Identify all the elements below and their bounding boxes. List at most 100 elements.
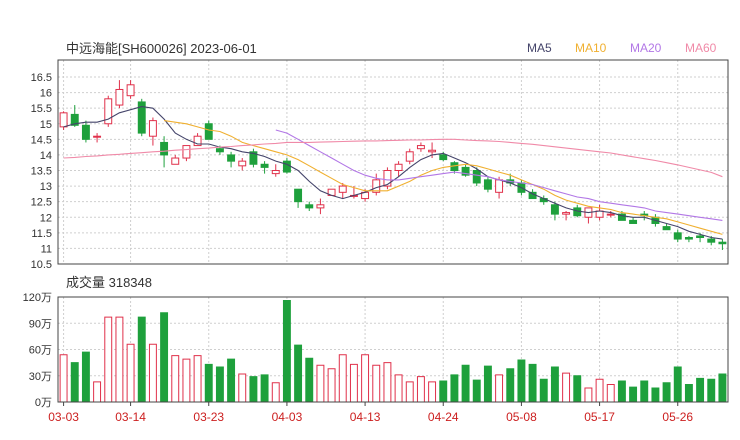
ma-line-ma5 bbox=[63, 106, 723, 240]
volume-bar bbox=[81, 351, 90, 403]
candle-body bbox=[182, 145, 191, 159]
price-tick-label: 16.5 bbox=[31, 72, 52, 84]
volume-bar bbox=[115, 316, 124, 403]
x-tick-label: 03-03 bbox=[48, 410, 79, 424]
volume-bar bbox=[617, 380, 626, 403]
x-tick-label: 05-26 bbox=[662, 410, 693, 424]
legend-ma5: MA5 bbox=[527, 41, 552, 55]
price-tick-label: 11.5 bbox=[31, 228, 52, 240]
candle-body bbox=[696, 235, 705, 239]
volume-bar bbox=[327, 368, 336, 403]
candle-body bbox=[104, 98, 113, 125]
volume-bar bbox=[573, 375, 582, 403]
legend: MA5 MA10 MA20 MA60 bbox=[527, 41, 717, 55]
volume-bar bbox=[707, 378, 716, 403]
volume-bar bbox=[104, 316, 113, 403]
volume-bar bbox=[171, 355, 180, 403]
moving-average-lines bbox=[63, 106, 723, 240]
volume-bar bbox=[93, 381, 102, 403]
candle-body bbox=[662, 226, 671, 231]
volume-bars bbox=[59, 300, 727, 403]
volume-bar bbox=[673, 366, 682, 403]
volume-grid bbox=[58, 296, 728, 403]
volume-bar bbox=[539, 378, 548, 403]
x-tick-label: 04-13 bbox=[350, 410, 381, 424]
date-x-axis: 03-03 03-14 03-23 04-03 04-13 04-24 05-08 05-17… bbox=[48, 402, 693, 424]
candle-body bbox=[606, 213, 615, 216]
candle-body bbox=[59, 112, 68, 128]
candle-body bbox=[227, 154, 236, 162]
legend-ma20: MA20 bbox=[630, 41, 662, 55]
volume-bar bbox=[450, 374, 459, 403]
candle-body bbox=[126, 84, 135, 97]
price-tick-label: 12 bbox=[40, 212, 52, 224]
volume-bar bbox=[305, 357, 314, 403]
volume-bar bbox=[215, 366, 224, 403]
volume-bar bbox=[193, 355, 202, 403]
candle-body bbox=[204, 123, 213, 140]
candle-body bbox=[171, 157, 180, 165]
candle-body bbox=[472, 170, 481, 184]
candle-body bbox=[416, 145, 425, 150]
candlesticks bbox=[59, 80, 727, 250]
volume-bar bbox=[238, 373, 247, 403]
candle-body bbox=[718, 241, 727, 245]
candle-body bbox=[137, 101, 146, 134]
volume-tick-label: 60万 bbox=[29, 345, 52, 357]
volume-bar bbox=[550, 366, 559, 403]
volume-bar bbox=[651, 387, 660, 403]
candle-body bbox=[562, 212, 571, 215]
volume-bar bbox=[361, 354, 370, 403]
volume-bar bbox=[696, 377, 705, 403]
candle-body bbox=[81, 124, 90, 140]
x-tick-label: 03-23 bbox=[193, 410, 224, 424]
x-tick-label: 05-17 bbox=[584, 410, 615, 424]
volume-bar bbox=[204, 363, 213, 403]
volume-bar bbox=[684, 384, 693, 403]
volume-bar bbox=[249, 376, 258, 403]
candle-body bbox=[215, 148, 224, 153]
volume-bar bbox=[282, 300, 291, 403]
price-tick-label: 15.5 bbox=[31, 103, 52, 115]
candle-body bbox=[684, 237, 693, 240]
volume-bar bbox=[606, 384, 615, 403]
candle-body bbox=[282, 160, 291, 173]
volume-tick-label: 120万 bbox=[23, 292, 52, 304]
candle-body bbox=[617, 213, 626, 221]
volume-tick-label: 30万 bbox=[29, 371, 52, 383]
candle-body bbox=[160, 141, 169, 156]
volume-bar bbox=[394, 374, 403, 403]
price-grid bbox=[58, 60, 728, 265]
price-tick-label: 14.5 bbox=[31, 134, 52, 146]
volume-panel-frame bbox=[57, 296, 729, 403]
candle-body bbox=[70, 113, 79, 126]
price-tick-label: 12.5 bbox=[31, 197, 52, 209]
volume-bar bbox=[227, 358, 236, 403]
candle-body bbox=[550, 204, 559, 215]
candle-body bbox=[595, 210, 604, 218]
volume-bar bbox=[629, 386, 638, 403]
volume-bar bbox=[126, 343, 135, 403]
volume-title: 成交量 318348 bbox=[66, 275, 152, 290]
price-tick-label: 10.5 bbox=[31, 259, 52, 271]
candle-body bbox=[394, 163, 403, 171]
volume-bar bbox=[472, 379, 481, 403]
ma-line-ma20 bbox=[275, 129, 723, 221]
volume-tick-label: 90万 bbox=[29, 318, 52, 330]
volume-bar bbox=[483, 365, 492, 403]
legend-ma10: MA10 bbox=[575, 41, 607, 55]
price-tick-label: 15 bbox=[40, 119, 52, 131]
candle-body bbox=[495, 179, 504, 193]
volume-bar bbox=[271, 382, 280, 403]
candle-body bbox=[383, 170, 392, 187]
candle-body bbox=[93, 135, 102, 138]
volume-bar bbox=[718, 373, 727, 403]
volume-bar bbox=[506, 368, 515, 403]
volume-bar bbox=[640, 380, 649, 403]
volume-tick-label: 0万 bbox=[35, 397, 52, 409]
legend-ma60: MA60 bbox=[685, 41, 717, 55]
volume-bar bbox=[461, 364, 470, 403]
candle-body bbox=[707, 238, 716, 243]
volume-bar bbox=[595, 378, 604, 403]
